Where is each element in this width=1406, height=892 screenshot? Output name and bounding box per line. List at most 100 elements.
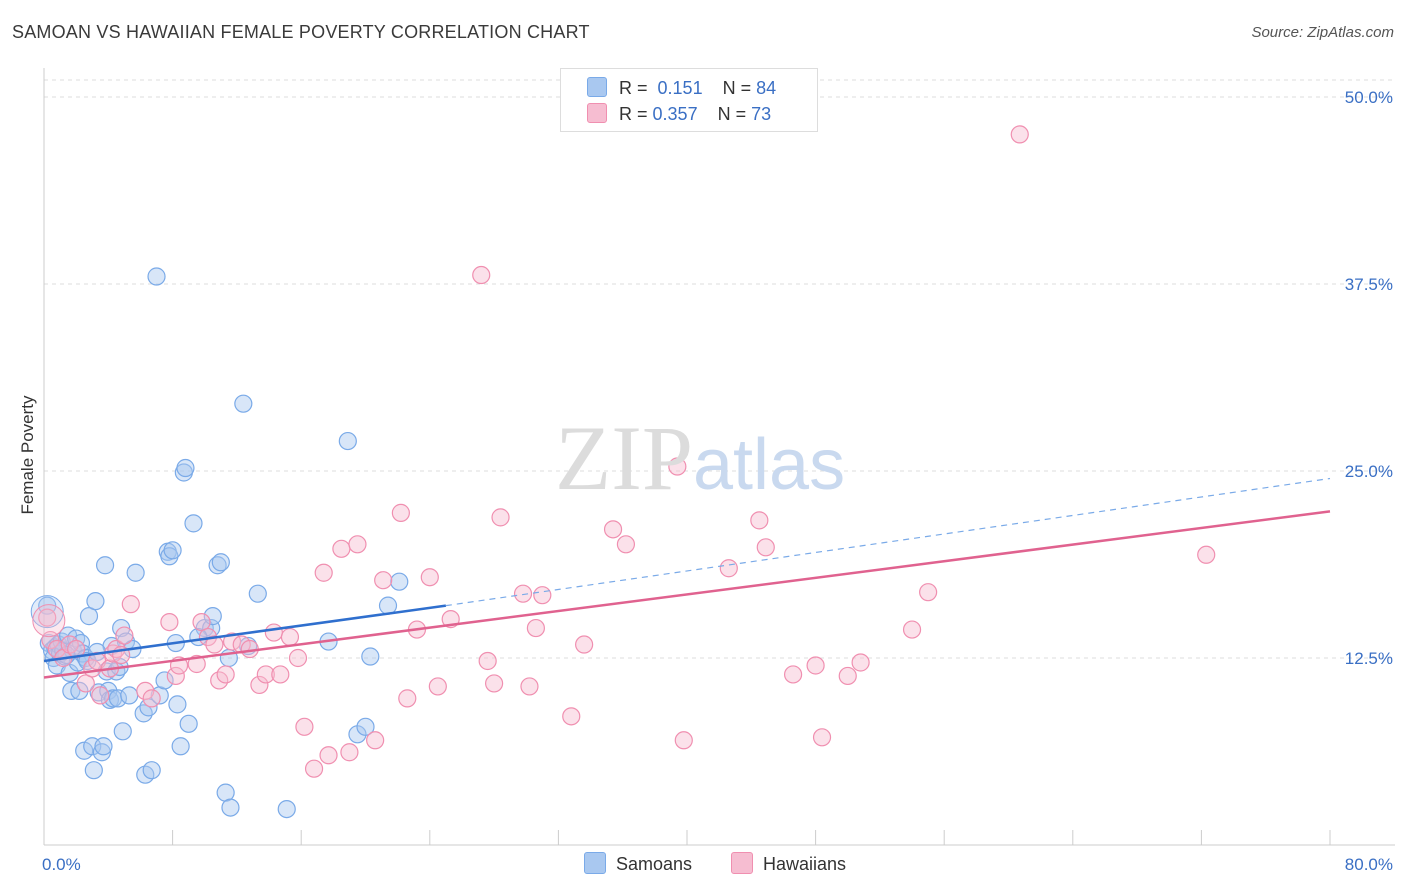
hawaiians-point [160,612,179,632]
bottom-legend-label: Samoans [616,854,693,874]
hawaiians-point [533,586,552,605]
legend-row-samoans: R = 0.151 N = 84 [587,77,776,101]
hawaiians-point [205,635,224,654]
legend-n-value: 84 [756,78,777,98]
source-label: Source: ZipAtlas.com [1251,24,1394,41]
samoans-point [134,704,153,723]
samoans-points [30,267,409,819]
legend: R = 0.151 N = 84 R = 0.357 N = 73 [560,68,818,132]
hawaiians-point [38,608,57,627]
grid-lines [44,79,1395,659]
samoans-point [92,743,111,762]
hawaiians-point [428,677,447,696]
samoans-point [142,761,161,780]
legend-n-label: N = [722,78,752,98]
hawaiians-point [812,728,832,747]
hawaiians-point [136,681,155,701]
samoans-point [168,695,187,714]
hawaiians-point [526,618,545,638]
hawaiians-point [491,508,510,527]
hawaiians-point [420,568,439,587]
samoans-point [147,267,166,286]
watermark: ZIPatlas [555,405,845,511]
hawaiians-point [314,563,333,582]
hawaiians-point [340,743,359,762]
samoans-point [163,541,182,560]
hawaiians-point [1197,545,1216,564]
bottom-legend-label: Hawaiians [763,854,847,874]
samoans-point [356,717,375,736]
hawaiians-point [902,620,922,639]
hawaiians-point [575,635,594,654]
hawaiians-point [256,665,275,684]
hawaiians-points [32,125,1216,778]
samoans-point [120,686,139,705]
samoans-point [234,394,253,413]
hawaiians-point [806,656,825,675]
samoans-point [390,572,409,591]
hawaiians-point [319,746,338,765]
samoans-point [113,722,132,741]
hawaiians-point [851,653,870,672]
hawaiians-point [366,731,385,750]
x-tick-label: 0.0% [42,855,81,874]
hawaiians-point [76,674,95,693]
hawaiians-point [288,648,308,668]
hawaiians-point [838,666,857,686]
samoans-point [361,647,380,666]
hawaiians-point [756,538,775,557]
samoans-point [126,563,145,582]
hawaiians-point [520,677,539,696]
bottom-legend-swatch-hawaiians [731,852,753,874]
bottom-legend-samoans: Samoans [584,852,692,875]
hawaiians-point [115,626,134,645]
hawaiians-point [91,686,110,705]
samoans-point [221,798,240,817]
hawaiians-point [513,584,533,603]
hawaiians-point [398,689,417,708]
hawaiians-point [166,666,185,686]
samoans-point [208,556,227,575]
y-tick-label: 12.5% [1345,649,1393,668]
tick-labels: 12.5% 25.0% 37.5% 50.0% 0.0% 80.0% [42,88,1393,874]
hawaiians-point [783,665,803,684]
samoans-point [184,514,203,533]
chart-title: SAMOAN VS HAWAIIAN FEMALE POVERTY CORREL… [12,22,590,42]
samoans-point [79,607,99,626]
hawaiians-point [719,559,738,578]
hawaiians-point [478,651,497,671]
hawaiians-point [603,520,623,539]
hawaiians-point [216,665,235,684]
legend-r-label: R = [619,104,648,124]
legend-swatch-hawaiians [587,103,607,123]
hawaiians-point [472,265,491,285]
hawaiians-point [750,511,769,530]
hawaiians-point [304,759,324,778]
hawaiians-point [348,535,367,554]
samoans-point [211,553,230,572]
legend-r-value: 0.151 [657,78,703,98]
hawaiians-point [187,654,206,674]
hawaiians-point [674,731,693,750]
hawaiians-point [374,571,393,590]
legend-n-label: N = [717,104,747,124]
watermark-zip: ZIP [555,407,693,509]
hawaiians-point [32,604,66,638]
hawaiians-point [1010,125,1029,144]
legend-r-label: R = [619,78,648,98]
samoans-point [94,737,113,756]
samoans-point [86,592,105,611]
hawaiians-point [919,583,938,602]
axes [43,68,1395,846]
hawaiians-trend-line [43,510,1331,679]
x-tick-label: 80.0% [1345,855,1393,874]
samoans-point [203,607,222,626]
samoans-point [179,714,198,733]
samoans-point [176,458,195,478]
hawaiians-point [250,675,269,695]
samoans-point [108,689,128,708]
samoans-point [70,681,89,701]
y-tick-label: 37.5% [1345,275,1393,294]
hawaiians-point [192,612,211,632]
